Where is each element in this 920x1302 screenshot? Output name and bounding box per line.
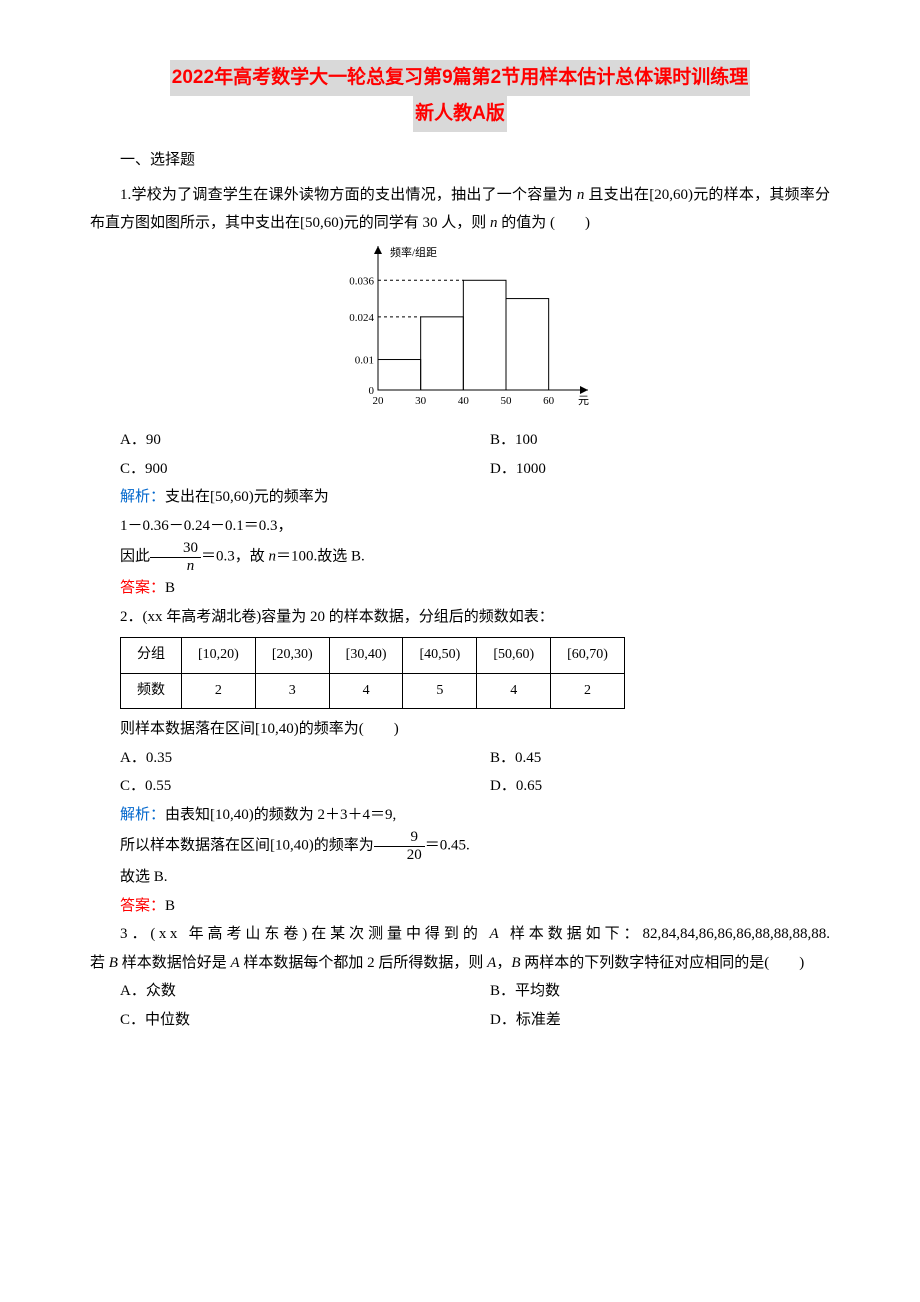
q3-opt-d: D．标准差: [460, 1006, 830, 1035]
q1-t1: 1.学校为了调查学生在课外读物方面的支出情况，抽出了一个容量为: [120, 187, 577, 203]
q2-ans-val: B: [165, 898, 175, 914]
q3-t1: 3．(xx 年高考山东卷)在某次测量中得到的: [120, 926, 489, 942]
q1-t3: 的值为 ( ): [498, 215, 591, 231]
q3-opt-b: B．平均数: [460, 977, 830, 1006]
q3-stem: 3．(xx 年高考山东卷)在某次测量中得到的 A 样本数据如下：82,84,84…: [90, 920, 830, 977]
q2-frac-den: 20: [374, 847, 425, 864]
q1-sol1: 支出在[50,60)元的频率为: [165, 489, 329, 505]
cell: [40,50): [403, 638, 477, 674]
svg-text:30: 30: [415, 395, 427, 407]
cell: 4: [329, 673, 403, 709]
section-heading: 一、选择题: [90, 146, 830, 175]
cell: [50,60): [477, 638, 551, 674]
svg-text:40: 40: [458, 395, 470, 407]
q1-solution-3: 因此30n＝0.3，故 n＝100.故选 B.: [90, 540, 830, 574]
q2-after-table: 则样本数据落在区间[10,40)的频率为( ): [90, 715, 830, 744]
q1-solution-2: 1－0.36－0.24－0.1＝0.3，: [90, 512, 830, 541]
table-row: 分组 [10,20) [20,30) [30,40) [40,50) [50,6…: [121, 638, 625, 674]
cell: 4: [477, 673, 551, 709]
svg-text:50: 50: [501, 395, 513, 407]
cell: 3: [255, 673, 329, 709]
q3-vB: B: [109, 955, 118, 971]
q2-fraction: 920: [374, 829, 425, 863]
table-row: 频数 2 3 4 5 4 2: [121, 673, 625, 709]
cell: 频数: [121, 673, 182, 709]
q1-frac-den: n: [150, 558, 201, 575]
svg-text:60: 60: [543, 395, 555, 407]
q2-frequency-table: 分组 [10,20) [20,30) [30,40) [40,50) [50,6…: [120, 637, 625, 709]
q3-opt-a: A．众数: [90, 977, 460, 1006]
q2-solution-3: 故选 B.: [90, 863, 830, 892]
q2-stem: 2．(xx 年高考湖北卷)容量为 20 的样本数据，分组后的频数如表：: [90, 603, 830, 632]
q2-frac-num: 9: [374, 829, 425, 847]
q1-stem: 1.学校为了调查学生在课外读物方面的支出情况，抽出了一个容量为 n 且支出在[2…: [90, 181, 830, 238]
q2-sol1: 由表知[10,40)的频数为 2＋3＋4＝9,: [165, 807, 396, 823]
histogram-chart: 0.010.0240.03602030405060频率/组距元: [90, 244, 830, 425]
q2-ans-label: 答案：: [120, 898, 165, 914]
svg-text:频率/组距: 频率/组距: [390, 245, 437, 259]
cell: [10,20): [182, 638, 256, 674]
q2-sol2b: ＝0.45.: [425, 838, 470, 854]
q1-opt-b: B．100: [460, 426, 830, 455]
histogram-svg: 0.010.0240.03602030405060频率/组距元: [330, 244, 590, 414]
q1-sol3-var: n: [269, 549, 277, 565]
q2-solution-2: 所以样本数据落在区间[10,40)的频率为920＝0.45.: [90, 829, 830, 863]
q2-sol2a: 所以样本数据落在区间[10,40)的频率为: [120, 838, 374, 854]
q1-sol3b: ＝0.3，故: [201, 549, 269, 565]
q1-sol3a: 因此: [120, 549, 150, 565]
svg-text:0.024: 0.024: [349, 312, 374, 324]
q3-vA3: A: [487, 955, 496, 971]
q2-answer: 答案：B: [90, 892, 830, 921]
q1-ans-label: 答案：: [120, 580, 165, 596]
q1-ans-val: B: [165, 580, 175, 596]
cell: [60,70): [551, 638, 625, 674]
cell: 2: [182, 673, 256, 709]
svg-text:20: 20: [373, 395, 385, 407]
page-title: 2022年高考数学大一轮总复习第9篇第2节用样本估计总体课时训练理 新人教A版: [90, 60, 830, 132]
cell: [30,40): [329, 638, 403, 674]
q1-opt-d: D．1000: [460, 455, 830, 484]
q2-opt-d: D．0.65: [460, 772, 830, 801]
q2-opt-a: A．0.35: [90, 744, 460, 773]
cell: 2: [551, 673, 625, 709]
q1-options: A．90 B．100 C．900 D．1000: [90, 426, 830, 483]
q3-options: A．众数 B．平均数 C．中位数 D．标准差: [90, 977, 830, 1034]
cell: 5: [403, 673, 477, 709]
q1-var-n2: n: [490, 215, 498, 231]
q1-opt-c: C．900: [90, 455, 460, 484]
q3-t6: 两样本的下列数字特征对应相同的是( ): [521, 955, 805, 971]
q3-vA2: A: [230, 955, 239, 971]
q2-sol-label: 解析：: [120, 807, 165, 823]
title-line2: 新人教A版: [413, 96, 507, 132]
svg-text:元: 元: [578, 395, 589, 407]
q1-opt-a: A．90: [90, 426, 460, 455]
q3-t4: 样本数据每个都加 2 后所得数据，则: [240, 955, 488, 971]
q3-t2: 样本数据如下：: [502, 926, 642, 942]
q3-t3: 样本数据恰好是: [118, 955, 231, 971]
q1-sol3c: ＝100.故选 B.: [276, 549, 365, 565]
q3-vB2: B: [511, 955, 520, 971]
svg-text:0.036: 0.036: [349, 275, 374, 287]
q1-answer: 答案：B: [90, 574, 830, 603]
svg-text:0.01: 0.01: [355, 354, 374, 366]
q1-sol-label: 解析：: [120, 489, 165, 505]
cell: 分组: [121, 638, 182, 674]
q3-opt-c: C．中位数: [90, 1006, 460, 1035]
q1-frac-num: 30: [150, 540, 201, 558]
q2-opt-b: B．0.45: [460, 744, 830, 773]
q2-solution-1: 解析：由表知[10,40)的频数为 2＋3＋4＝9,: [90, 801, 830, 830]
cell: [20,30): [255, 638, 329, 674]
q1-solution-1: 解析：支出在[50,60)元的频率为: [90, 483, 830, 512]
q3-t5: ，: [496, 955, 511, 971]
q2-opt-c: C．0.55: [90, 772, 460, 801]
q1-fraction: 30n: [150, 540, 201, 574]
q2-options: A．0.35 B．0.45 C．0.55 D．0.65: [90, 744, 830, 801]
q3-vA: A: [489, 926, 502, 942]
title-line1: 2022年高考数学大一轮总复习第9篇第2节用样本估计总体课时训练理: [170, 60, 750, 96]
